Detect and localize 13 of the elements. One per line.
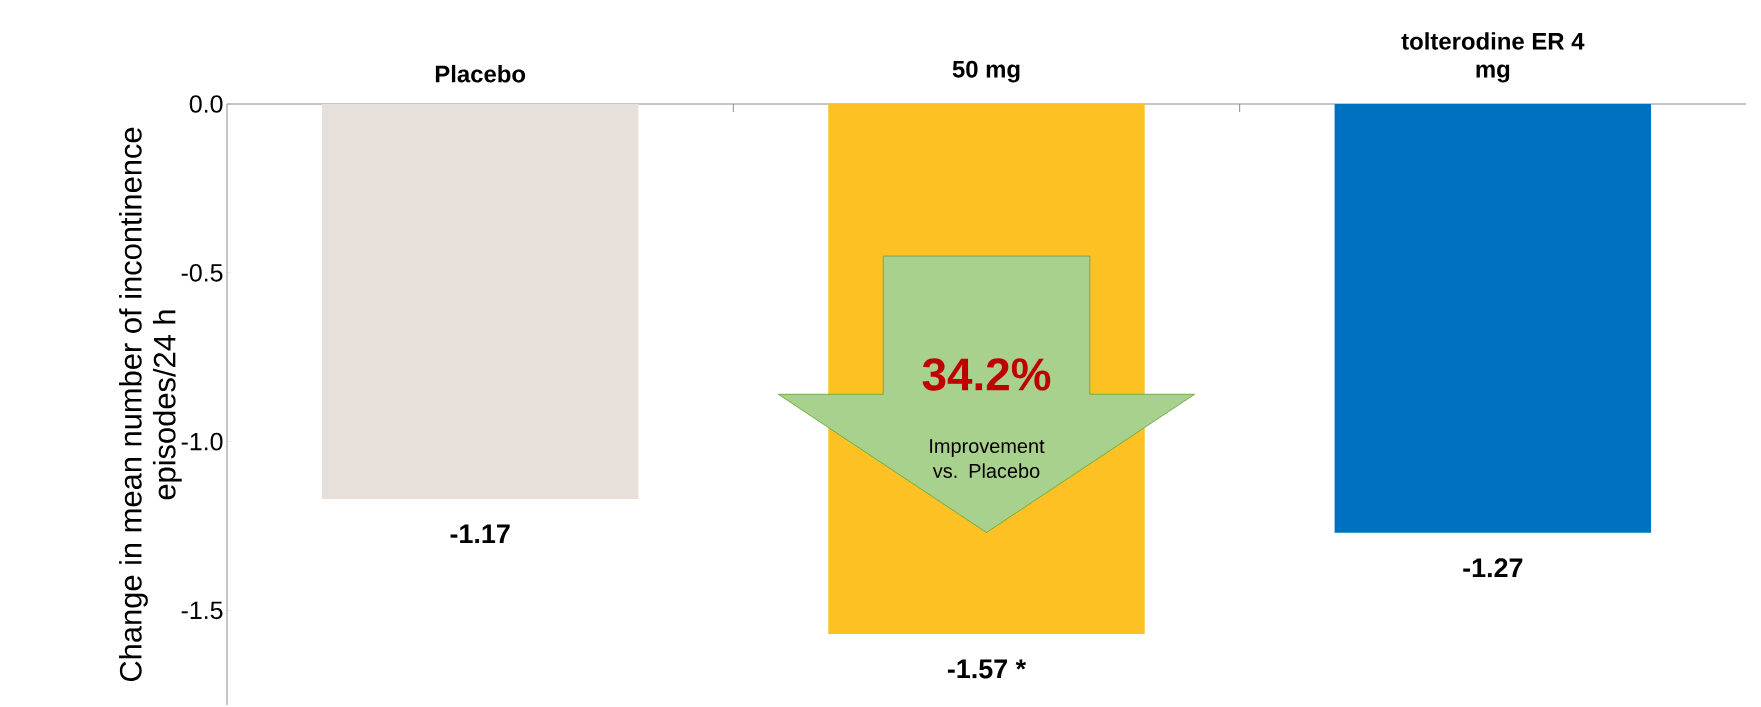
x-tick-label: 50 mg (952, 60, 1020, 83)
y-tick-label: -1.5 (181, 601, 223, 620)
x-tick-label: Placebo (435, 64, 526, 83)
data-label: -1.17 (450, 524, 510, 544)
data-label: -1.57 * (947, 659, 1027, 679)
data-label: -1.27 (1463, 558, 1523, 578)
y-tick-label: -0.5 (181, 264, 223, 282)
x-tick-label: tolterodine ER 4 mg (1401, 32, 1585, 83)
y-tick-label: 0.0 (189, 95, 223, 113)
y-axis-title: Change in mean number of incontinence episodes/24 h (119, 127, 182, 682)
y-tick-label: -1.0 (181, 432, 223, 451)
annotation: Improvement vs. Placebo (930, 439, 1045, 478)
annotation: 34.2% (922, 358, 1051, 391)
